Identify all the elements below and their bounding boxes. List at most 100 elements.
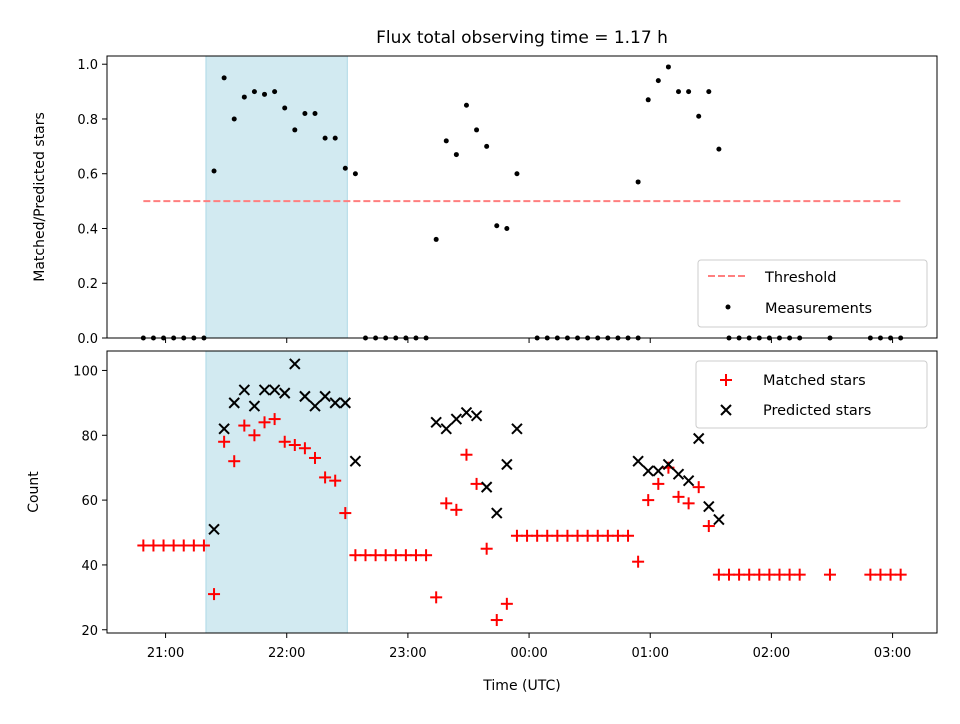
- matched-star-point: [480, 542, 493, 555]
- measurement-point: [463, 102, 469, 108]
- matched-star-point: [692, 481, 705, 494]
- bottom-plot-frame: [106, 350, 938, 634]
- bottom-legend: Matched stars Predicted stars: [695, 360, 928, 429]
- matched-star-point: [874, 568, 887, 581]
- measurement-point: [514, 171, 520, 177]
- matched-star-point: [561, 529, 574, 542]
- matched-star-point: [248, 429, 261, 442]
- matched-star-point: [864, 568, 877, 581]
- matched-star-point: [430, 591, 443, 604]
- y-tick-label: 60: [81, 494, 98, 509]
- legend-threshold-label: Threshold: [764, 270, 836, 286]
- matched-star-point: [652, 477, 665, 490]
- predicted-star-point: [501, 458, 513, 471]
- measurement-point: [221, 75, 227, 81]
- predicted-star-point: [692, 432, 705, 445]
- measurement-point: [716, 146, 722, 152]
- predicted-star-point: [289, 358, 301, 370]
- matched-star-point: [440, 497, 453, 510]
- predicted-star-point: [470, 410, 483, 422]
- predicted-star-point: [279, 387, 291, 399]
- matched-star-point: [773, 568, 786, 581]
- matched-star-point: [712, 568, 725, 581]
- bottom-x-axis-label: Time (UTC): [482, 678, 560, 694]
- predicted-star-point: [662, 458, 675, 471]
- legend-measurements-label: Measurements: [765, 301, 872, 317]
- top-plot-frame: [106, 55, 938, 339]
- predicted-star-point: [672, 468, 685, 480]
- predicted-star-point: [491, 507, 503, 519]
- y-tick-label: 100: [73, 364, 98, 379]
- matched-star-point: [642, 494, 655, 507]
- predicted-star-point: [309, 400, 321, 412]
- legend-matched-label: Matched stars: [763, 373, 866, 389]
- matched-star-point: [228, 455, 241, 468]
- measurement-point: [706, 89, 712, 95]
- predicted-star-point: [349, 455, 362, 467]
- measurement-point: [504, 225, 510, 231]
- measurement-point: [241, 94, 247, 100]
- bottom-legend-box: [695, 360, 928, 429]
- measurement-point: [696, 113, 702, 119]
- matched-star-point: [490, 614, 503, 627]
- measurement-point: [433, 236, 439, 242]
- matched-star-point: [389, 549, 402, 562]
- matched-star-point: [197, 539, 210, 552]
- y-tick-label: 0.0: [77, 332, 98, 347]
- matched-star-point: [137, 539, 150, 552]
- measurement-point: [292, 127, 298, 133]
- matched-star-point: [268, 413, 281, 426]
- top-legend-box: [697, 259, 928, 328]
- predicted-star-point: [228, 397, 240, 409]
- predicted-star-point: [319, 390, 331, 403]
- measurement-point: [352, 171, 358, 177]
- matched-star-point: [541, 529, 554, 542]
- matched-star-point: [309, 451, 322, 464]
- x-tick-label: 01:00: [632, 646, 669, 661]
- predicted-star-point: [642, 465, 654, 477]
- predicted-star-point: [440, 423, 452, 435]
- predicted-star-point: [238, 384, 251, 396]
- measurement-point: [231, 116, 237, 122]
- matched-star-point: [208, 588, 221, 601]
- measurement-point: [676, 89, 682, 95]
- measurement-point: [262, 91, 268, 97]
- y-tick-label: 0.6: [77, 168, 98, 183]
- measurement-point: [211, 168, 217, 174]
- measurement-point: [645, 97, 651, 103]
- matched-star-point: [349, 549, 362, 562]
- predicted-star-point: [632, 455, 644, 467]
- predicted-star-point: [430, 416, 442, 429]
- matched-star-point: [753, 568, 766, 581]
- predicted-star-point: [460, 406, 473, 419]
- measurement-point: [302, 110, 308, 116]
- matched-star-point: [672, 490, 685, 503]
- matched-star-point: [793, 568, 806, 581]
- matched-star-point: [157, 539, 170, 552]
- matched-star-point: [147, 539, 160, 552]
- measurement-point: [443, 138, 449, 144]
- matched-star-point: [591, 529, 604, 542]
- measurement-point: [686, 89, 692, 95]
- matched-star-point: [743, 568, 756, 581]
- y-tick-label: 0.8: [77, 113, 98, 128]
- legend-matched-swatch: [720, 374, 732, 386]
- matched-star-point: [420, 549, 433, 562]
- bottom-y-axis: 20 40 60 80 100: [73, 364, 107, 639]
- predicted-star-point: [682, 474, 695, 487]
- predicted-star-point: [339, 397, 352, 409]
- matched-star-point: [218, 435, 231, 448]
- predicted-star-point: [703, 500, 715, 513]
- matched-star-point: [733, 568, 746, 581]
- measurement-point: [665, 64, 671, 70]
- y-tick-label: 20: [81, 624, 98, 639]
- x-tick-label: 03:00: [874, 646, 911, 661]
- matched-star-point: [319, 471, 332, 484]
- x-tick-label: 21:00: [147, 646, 184, 661]
- matched-star-point: [611, 529, 624, 542]
- measurement-point: [312, 110, 318, 116]
- x-tick-label: 22:00: [268, 646, 305, 661]
- measurement-point: [332, 135, 338, 141]
- matched-star-point: [288, 439, 301, 451]
- matched-star-point: [167, 539, 180, 552]
